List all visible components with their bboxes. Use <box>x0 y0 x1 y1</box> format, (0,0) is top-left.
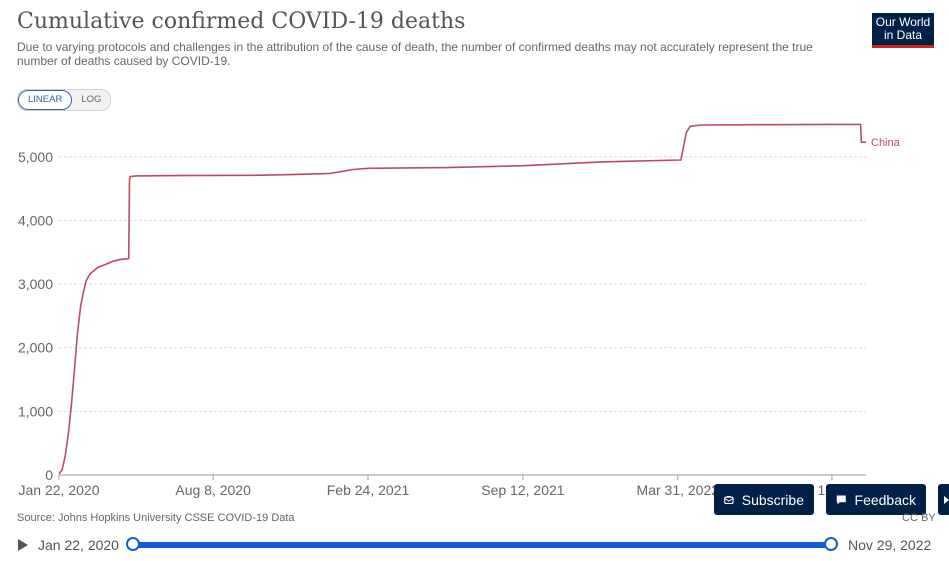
license-note[interactable]: CC BY <box>902 512 936 524</box>
timeline-end-handle[interactable] <box>824 537 838 551</box>
y-tick-label: 1,000 <box>18 403 53 419</box>
play-icon[interactable] <box>18 539 28 551</box>
chart-subtitle: Due to varying protocols and challenges … <box>17 40 813 68</box>
source-note[interactable]: Source: Johns Hopkins University CSSE CO… <box>17 512 295 524</box>
y-tick-label: 0 <box>45 467 53 483</box>
x-tick-label: Jan 22, 2020 <box>19 482 100 498</box>
chart-title: Cumulative confirmed COVID-19 deaths <box>17 9 466 34</box>
y-tick-label: 2,000 <box>18 340 53 356</box>
subscribe-label: Subscribe <box>741 491 804 508</box>
timeline-start-date: Jan 22, 2020 <box>38 537 119 553</box>
timeline-end-date: Nov 29, 2022 <box>848 537 932 553</box>
feedback-button[interactable]: Feedback <box>826 484 926 515</box>
y-tick-label: 3,000 <box>18 276 53 292</box>
line-chart: 0 1,000 2,000 3,000 4,000 5,000 Jan 22, 2020 Au… <box>18 123 901 498</box>
log-scale-button[interactable]: LOG <box>72 90 111 110</box>
timeline-start-handle[interactable] <box>126 537 140 551</box>
y-tick-label: 4,000 <box>18 212 53 228</box>
timeline: Jan 22, 2020 Nov 29, 2022 <box>0 530 949 560</box>
owid-logo[interactable]: Our World in Data <box>872 13 934 48</box>
x-tick-label: Mar 31, 2022 <box>637 482 720 498</box>
subscribe-button[interactable]: Subscribe <box>714 484 814 515</box>
scale-toggle[interactable]: LINEAR LOG <box>17 89 112 111</box>
series-label-china: China <box>871 137 901 149</box>
envelope-icon <box>724 495 734 504</box>
x-tick-label: Sep 12, 2021 <box>481 482 565 498</box>
x-tick-label: Aug 8, 2020 <box>175 482 251 498</box>
feedback-label: Feedback <box>854 491 916 508</box>
speech-bubble-icon <box>836 494 846 505</box>
logo-line-2: in Data <box>883 28 923 42</box>
timeline-track[interactable] <box>133 542 831 548</box>
arrow-right-icon <box>944 495 949 504</box>
logo-line-1: Our World <box>875 15 931 29</box>
linear-scale-button[interactable]: LINEAR <box>18 90 73 110</box>
x-tick-label: Feb 24, 2021 <box>327 482 410 498</box>
y-tick-label: 5,000 <box>18 149 53 165</box>
series-line-china <box>58 123 866 475</box>
more-menu-button[interactable] <box>938 484 949 515</box>
